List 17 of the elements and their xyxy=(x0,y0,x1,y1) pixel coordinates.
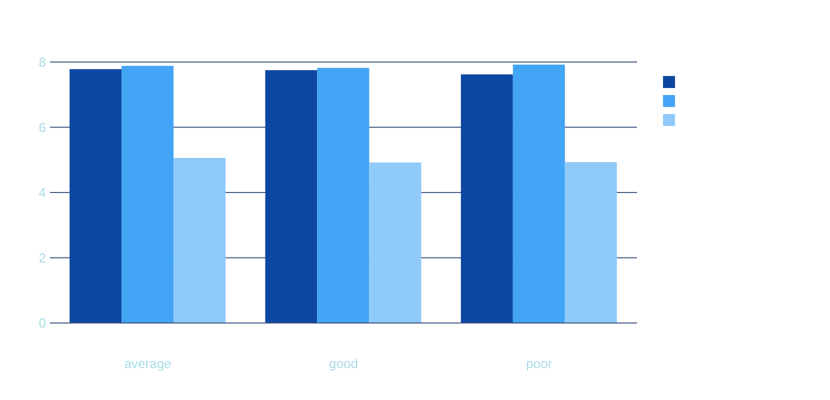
y-tick-label: 8 xyxy=(38,54,46,70)
bar xyxy=(317,68,370,323)
x-tick-label: average xyxy=(124,356,172,372)
y-tick-label: 0 xyxy=(38,316,46,331)
bar xyxy=(460,74,513,323)
y-tick-label: 4 xyxy=(38,185,46,200)
x-tick-label: poor xyxy=(526,356,553,372)
x-tick-label: good xyxy=(329,356,358,372)
bar xyxy=(369,162,422,323)
y-tick-label: 6 xyxy=(38,120,46,135)
y-tick-label: 2 xyxy=(38,250,46,266)
bar xyxy=(512,64,565,323)
bar xyxy=(174,158,226,323)
bar xyxy=(122,66,174,323)
bar xyxy=(265,70,318,323)
bar xyxy=(70,69,122,323)
bar xyxy=(564,162,617,323)
